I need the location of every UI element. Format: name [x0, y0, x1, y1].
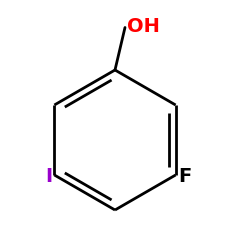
Text: OH: OH: [128, 17, 160, 36]
Text: F: F: [178, 167, 191, 186]
Text: I: I: [45, 167, 52, 186]
